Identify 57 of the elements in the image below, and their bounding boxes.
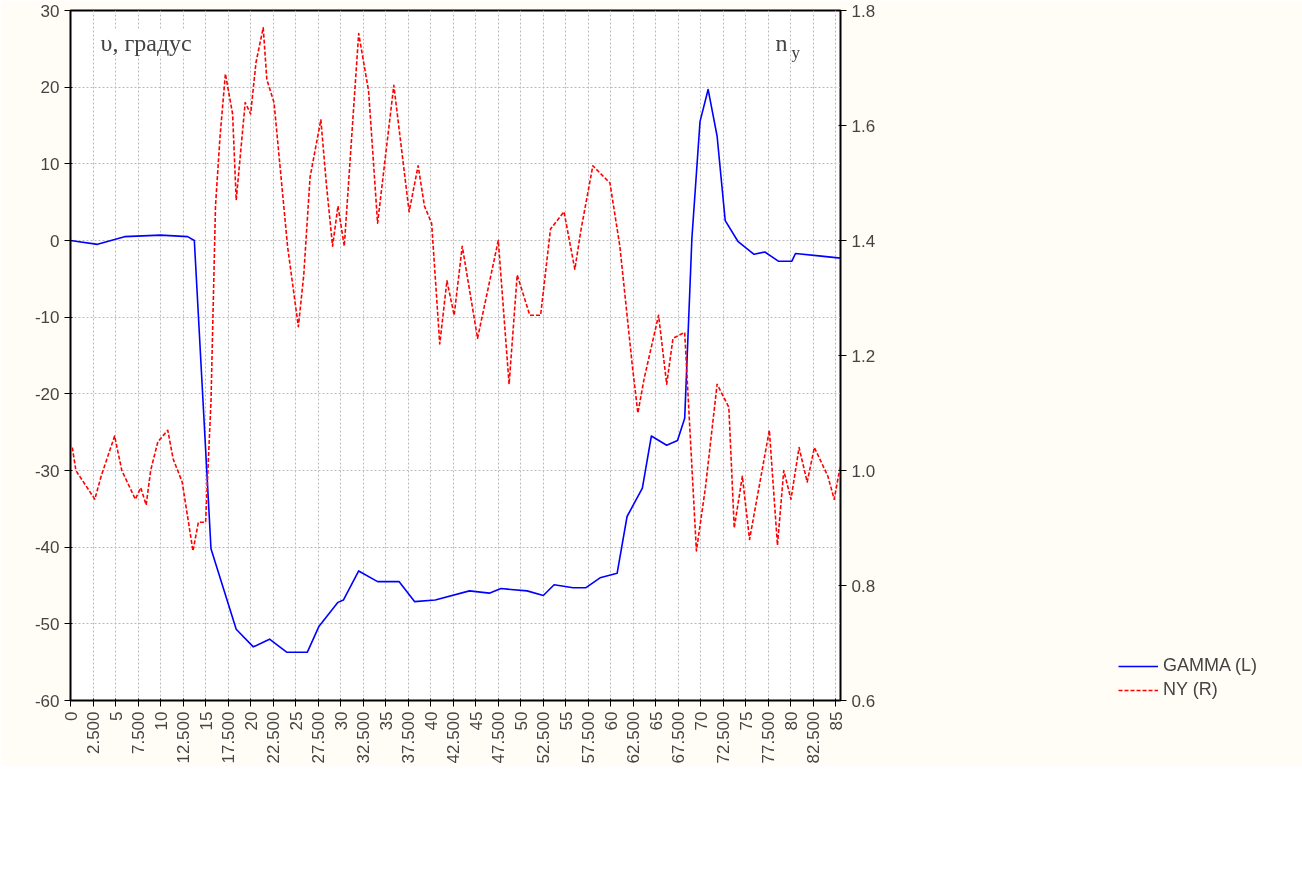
x-tick-label: 72.500	[714, 711, 734, 764]
x-tick-label: 12.500	[174, 711, 194, 764]
x-tick-label: 42.500	[444, 711, 464, 764]
x-tick-label: 20	[241, 711, 261, 731]
x-tick-label: 67.500	[669, 711, 689, 764]
x-tick-label: 62.500	[624, 711, 644, 764]
legend-label: NY (R)	[1162, 679, 1218, 700]
x-tick-label: 37.500	[399, 711, 419, 764]
line-series	[70, 88, 841, 653]
x-tick-label: 85	[827, 711, 846, 731]
x-tick-label: 55	[556, 711, 576, 731]
x-tick-label: 65	[646, 711, 666, 731]
x-tick-label: 77.500	[759, 711, 779, 764]
x-tick-label: 27.500	[309, 711, 329, 764]
x-tick-label: 35	[376, 711, 396, 731]
y2-tick-label: 0.8	[851, 576, 876, 596]
x-tick-label: 0	[61, 711, 81, 721]
x-tick-label: 2.500	[84, 711, 104, 755]
x-tick-label: 75	[736, 711, 756, 731]
x-tick-label: 22.500	[264, 711, 284, 764]
y-axis-title: υ, градус	[100, 29, 192, 56]
y-tick-label: -40	[34, 538, 60, 558]
y-tick-label: -60	[34, 691, 60, 711]
x-tick-label: 82.500	[804, 711, 824, 764]
y-tick-label: 20	[40, 78, 60, 98]
y2-tick-label: 1.4	[851, 231, 876, 251]
x-tick-label: 7.500	[129, 711, 149, 755]
x-tick-label: 5	[106, 711, 126, 721]
legend-label: GAMMA (L)	[1162, 655, 1257, 676]
y-tick-label: 10	[40, 154, 60, 174]
y-tick-label: 0	[50, 231, 60, 251]
y2-tick-label: 1.0	[851, 461, 876, 481]
x-tick-label: 60	[601, 711, 621, 731]
x-tick-label: 40	[421, 711, 441, 731]
x-tick-label: 70	[691, 711, 711, 731]
y2-tick-label: 1.2	[851, 346, 876, 366]
y-tick-label: -30	[34, 461, 60, 481]
x-tick-label: 52.500	[534, 711, 554, 764]
x-tick-label: 17.500	[219, 711, 239, 764]
x-tick-label: 50	[511, 711, 531, 731]
x-tick-label: 25	[286, 711, 306, 731]
x-tick-label: 30	[331, 711, 351, 731]
y-tick-label: -50	[34, 614, 60, 634]
x-tick-label: 57.500	[579, 711, 599, 764]
x-tick-label: 15	[196, 711, 216, 731]
x-tick-label: 10	[151, 711, 171, 731]
x-tick-label: 32.500	[354, 711, 374, 764]
y-tick-label: -10	[34, 308, 60, 328]
line-series	[71, 26, 841, 552]
x-tick-label: 45	[466, 711, 486, 731]
y2-tick-label: 1.8	[851, 1, 876, 21]
y-tick-label: -20	[34, 384, 60, 404]
x-tick-label: 47.500	[489, 711, 509, 764]
y-tick-label: 30	[40, 1, 60, 21]
x-tick-label: 80	[781, 711, 801, 731]
y2-tick-label: 0.6	[851, 691, 876, 711]
y2-tick-label: 1.6	[851, 116, 876, 136]
